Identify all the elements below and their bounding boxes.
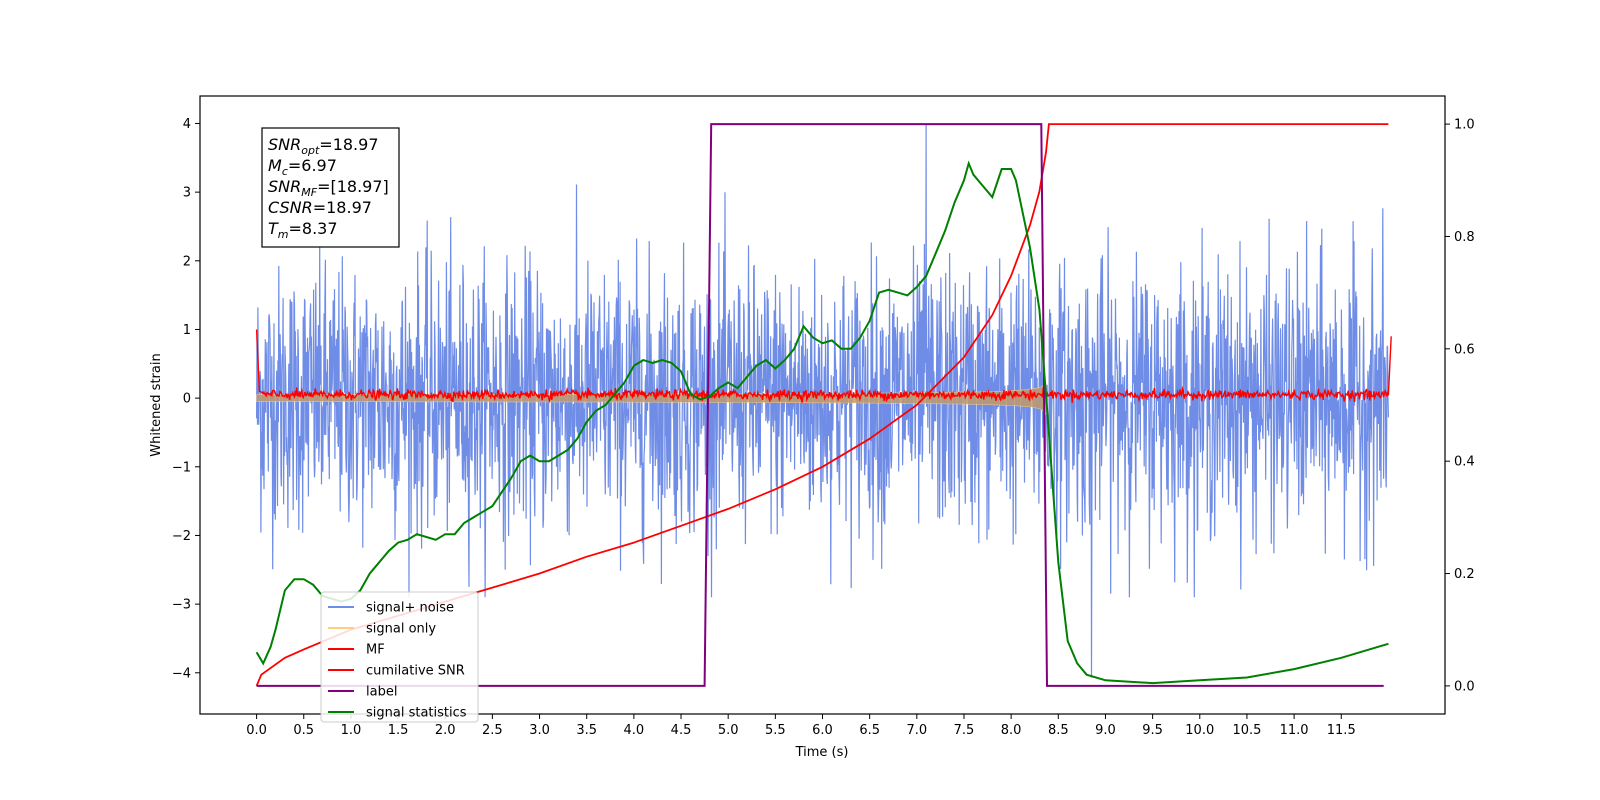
x-tick-label: 0.5 [293,723,314,738]
annotation-frame [261,127,400,248]
annotation-symbol: CSNR [268,198,313,217]
x-tick-label: 9.0 [1095,723,1116,738]
annotation-line: Mc=6.97 [268,156,337,178]
x-tick-label: 3.5 [576,723,597,738]
x-axis: 0.0 0.5 1.0 1.5 2.0 2.5 3.0 3.5 4.0 4.5 5.0 5.5 6.0 6… [246,714,1356,738]
annotation-subscript: c [282,165,288,178]
y-tick-left-label: 1 [183,323,191,338]
y-tick-right-label: 0.0 [1454,679,1475,694]
annotation-value: =8.37 [289,219,338,238]
x-tick-label: 6.5 [859,723,880,738]
annotation-subscript: MF [301,186,317,199]
x-tick-label: 2.0 [435,723,456,738]
y-tick-right-label: 0.6 [1454,342,1475,357]
y-axis-right: 0.0 0.2 0.4 0.6 0.8 1.0 [1445,118,1475,694]
y-tick-left-label: 0 [183,392,191,407]
series-label [256,123,1384,687]
legend-label: label [366,685,397,700]
x-tick-label: 7.0 [906,723,927,738]
y-axis-left: −4 −3 −2 −1 0 1 2 3 4 [172,117,200,681]
x-tick-label: 1.0 [341,723,362,738]
annotation-subscript: opt [301,144,320,157]
y-tick-left-label: −4 [172,666,191,681]
x-tick-label: 11.5 [1327,723,1356,738]
y-tick-left-label: −2 [172,529,191,544]
x-tick-label: 8.5 [1048,723,1069,738]
x-tick-label: 2.5 [482,723,503,738]
legend-label: signal only [366,622,436,637]
x-tick-label: 7.5 [954,723,975,738]
annotation-value: =6.97 [288,156,337,175]
annotation-symbol: T [268,219,279,238]
legend-label: signal+ noise [366,601,454,616]
x-tick-label: 6.0 [812,723,833,738]
annotation-symbol: M [268,156,282,175]
x-tick-label: 9.5 [1142,723,1163,738]
x-axis-title: Time (s) [795,745,849,760]
x-tick-label: 5.5 [765,723,786,738]
y-tick-left-label: −3 [172,598,191,613]
annotation-subscript: m [278,228,289,241]
y-tick-left-label: −1 [172,460,191,475]
x-tick-label: 0.0 [246,723,267,738]
y-tick-left-label: 4 [183,117,191,132]
x-tick-label: 11.0 [1280,723,1309,738]
annotation-value: =18.97 [319,135,378,154]
legend-frame [320,591,479,723]
y-tick-right-label: 0.4 [1454,455,1475,470]
legend-label: signal statistics [366,706,467,721]
x-tick-label: 4.0 [624,723,645,738]
y-tick-left-label: 3 [183,186,191,201]
annotation-line: SNRMF=[18.97] [268,177,389,199]
x-tick-label: 10.5 [1232,723,1261,738]
y-tick-right-label: 0.2 [1454,567,1475,582]
x-tick-label: 8.0 [1001,723,1022,738]
y-axis-title: Whitened strain [149,353,164,456]
annotation-symbol: SNR [268,135,301,154]
annotation-line: Tm=8.37 [268,219,338,241]
series-signal-noise [256,124,1389,678]
x-tick-label: 5.0 [718,723,739,738]
y-tick-right-label: 0.8 [1454,230,1475,245]
annotation-line: SNRopt=18.97 [268,135,379,157]
legend-label: MF [366,643,385,658]
legend-label: cumilative SNR [366,664,465,679]
x-tick-label: 4.5 [671,723,692,738]
annotation-box: SNRopt=18.97Mc=6.97SNRMF=[18.97]CSNR=18.… [261,127,400,248]
annotation-value: =18.97 [313,198,372,217]
annotation-value: =[18.97] [317,177,389,196]
annotation-symbol: SNR [268,177,301,196]
series-signal-statistics [255,160,1389,685]
legend: signal+ noise signal only MF cumilative SNR… [320,591,479,723]
series-mf [255,329,1392,404]
y-tick-left-label: 2 [183,254,191,269]
annotation-line: CSNR=18.97 [268,198,372,217]
x-tick-label: 1.5 [388,723,409,738]
x-tick-label: 3.0 [529,723,550,738]
y-tick-right-label: 1.0 [1454,118,1475,133]
x-tick-label: 10.0 [1185,723,1214,738]
